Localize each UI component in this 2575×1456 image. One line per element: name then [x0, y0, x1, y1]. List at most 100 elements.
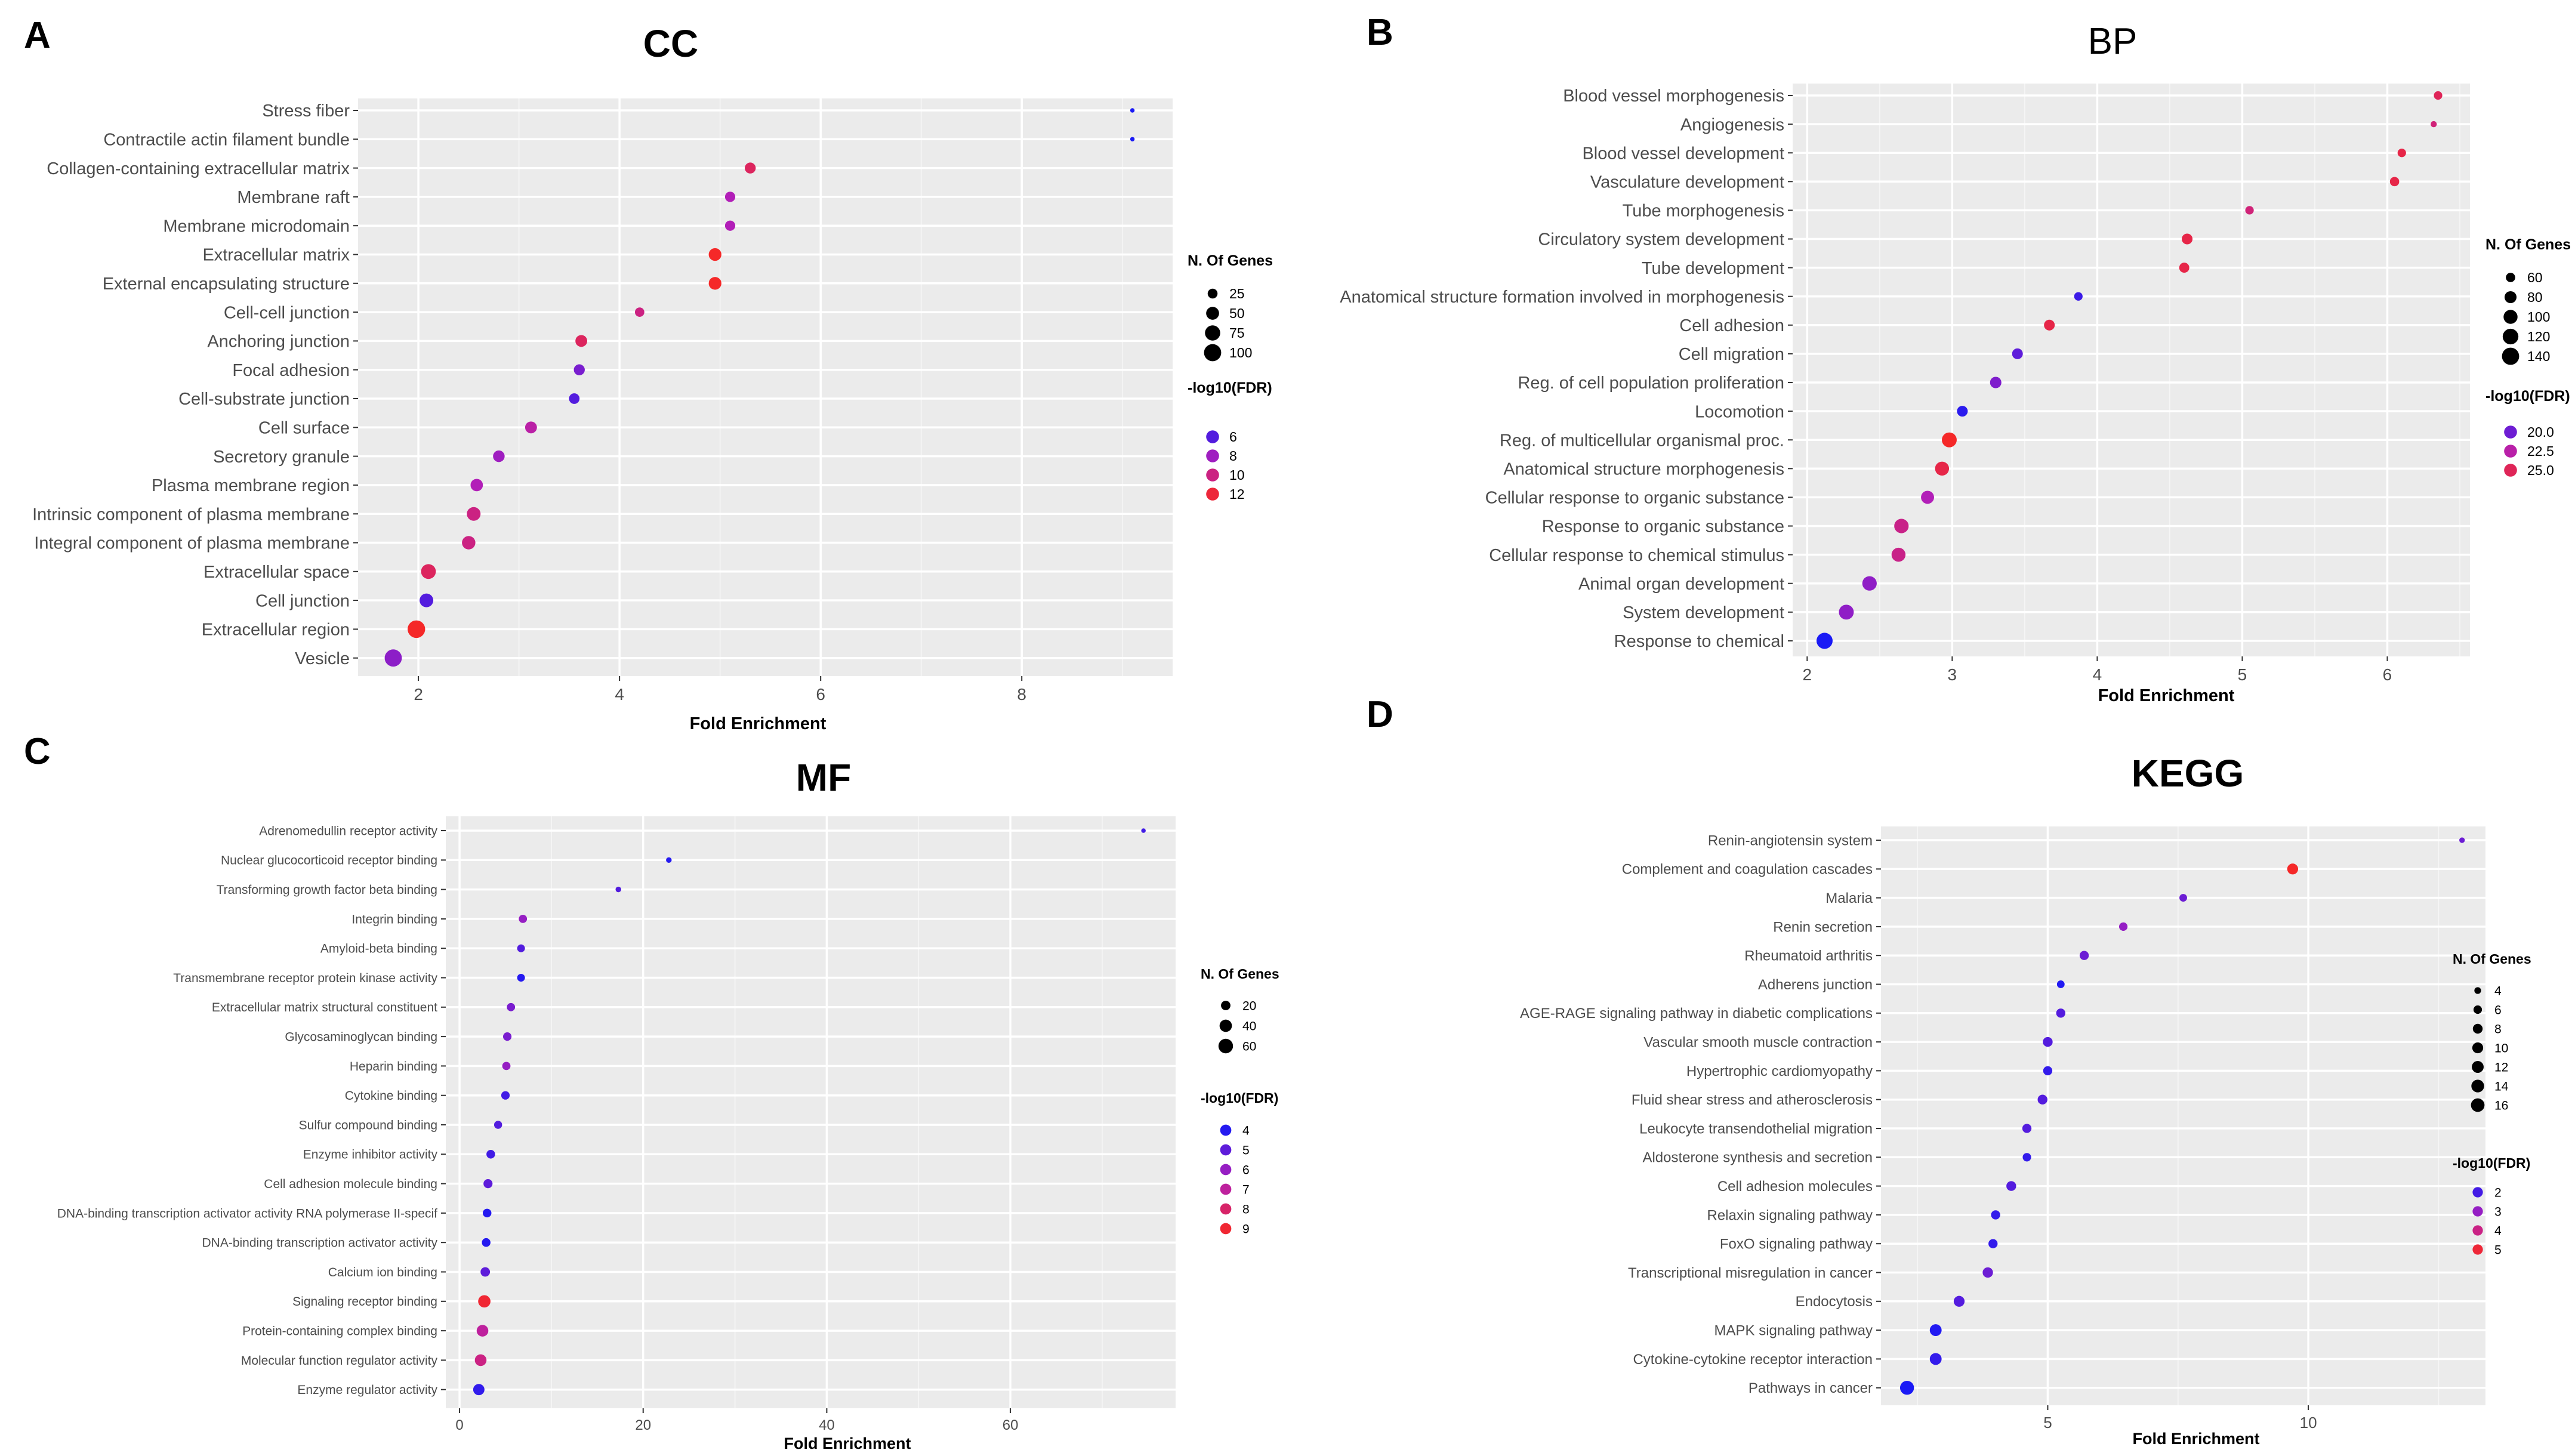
legend-size-title: N. Of Genes	[1188, 252, 1273, 269]
category-label: Vesicle	[295, 649, 350, 668]
category-label: Amyloid-beta binding	[320, 942, 437, 956]
x-tick-label: 40	[819, 1417, 835, 1433]
category-label: Cellular response to organic substance	[1485, 489, 1784, 508]
legend-color-title: -log10(FDR)	[1201, 1090, 1278, 1106]
data-point	[462, 536, 476, 550]
category-label: Aldosterone synthesis and secretion	[1642, 1150, 1873, 1166]
plot-background	[1793, 84, 2470, 656]
panel-B: B BP 2 3 4 5 6 Blood vessel morphogenesis Angiog…	[1340, 12, 2571, 705]
category-label: Molecular function regulator activity	[241, 1354, 438, 1368]
category-label: Anatomical structure morphogenesis	[1503, 459, 1784, 479]
data-point	[2397, 149, 2406, 158]
legend-size-label: 4	[2494, 984, 2502, 998]
legend-color-key	[2504, 425, 2517, 439]
x-axis-title: Fold Enrichment	[690, 714, 827, 733]
legend-size-label: 6	[2494, 1003, 2502, 1017]
data-point	[507, 1002, 516, 1011]
data-point	[2043, 1037, 2053, 1047]
legend-size-title: N. Of Genes	[1201, 966, 1279, 982]
legend-color-label: 5	[2494, 1243, 2502, 1257]
legend-color-label: 4	[1242, 1124, 1250, 1137]
data-point	[573, 364, 585, 375]
data-point	[474, 1354, 487, 1366]
legend-color-key	[1220, 1164, 1232, 1176]
data-point	[473, 1384, 485, 1396]
x-tick-label: 2	[414, 685, 423, 704]
x-tick-label: 4	[615, 685, 624, 704]
category-label: Cellular response to chemical stimulus	[1489, 546, 1784, 565]
category-label: Integrin binding	[351, 912, 437, 926]
data-point	[2079, 951, 2089, 960]
legend-size-key	[1207, 288, 1218, 299]
data-point	[2245, 206, 2254, 215]
legend-color-label: 25.0	[2527, 462, 2554, 478]
category-label: Cell-cell junction	[224, 303, 350, 322]
legend-color-label: 3	[2494, 1205, 2502, 1219]
legend-size-title: N. Of Genes	[2453, 951, 2531, 967]
data-point	[1991, 1210, 2000, 1220]
category-label: Cell-substrate junction	[178, 390, 350, 409]
legend-size-key	[2506, 273, 2515, 282]
data-point	[1816, 633, 1833, 649]
legend-color-label: 8	[1229, 448, 1237, 464]
legend-color-label: 22.5	[2527, 443, 2554, 459]
legend-color-label: 9	[1242, 1222, 1250, 1236]
legend-size-key	[2471, 1079, 2484, 1093]
x-tick-label: 2	[1803, 665, 1812, 684]
category-label: Pathways in cancer	[1748, 1380, 1873, 1396]
legend-color-key	[1220, 1203, 1232, 1215]
legend-size-label: 10	[2494, 1041, 2508, 1055]
data-point	[634, 307, 644, 317]
category-label: Cell adhesion molecule binding	[264, 1177, 437, 1191]
category-label: Transmembrane receptor protein kinase ac…	[173, 971, 437, 985]
category-label: Cell adhesion molecules	[1717, 1179, 1873, 1195]
legend-color-label: 4	[2494, 1224, 2502, 1238]
legend-color-label: 6	[1242, 1163, 1250, 1177]
legend-color-key	[2504, 445, 2517, 458]
x-axis-title: Fold Enrichment	[2098, 686, 2235, 705]
data-point	[1942, 432, 1957, 448]
legend-color-key	[1206, 430, 1219, 443]
legend-size-title: N. Of Genes	[2485, 236, 2571, 253]
data-point	[1899, 1381, 1914, 1395]
data-point	[408, 620, 425, 638]
panel-C: C MF 0 20 40 60 Adrenomedullin receptor activi…	[24, 731, 1279, 1452]
category-label: Heparin binding	[350, 1060, 437, 1074]
panel-title: KEGG	[2132, 752, 2244, 795]
plot-background	[358, 98, 1173, 676]
legend-size-key	[1218, 1038, 1233, 1054]
data-point	[2459, 837, 2465, 843]
data-point	[467, 507, 481, 521]
legend-size-key	[2503, 310, 2518, 324]
panel-title: CC	[643, 22, 698, 65]
category-label: Blood vessel development	[1582, 144, 1784, 163]
category-label: DNA-binding transcription activator acti…	[57, 1207, 437, 1220]
category-label: Calcium ion binding	[328, 1266, 437, 1279]
panel-letter: B	[1367, 12, 1393, 53]
legend-color-key	[1220, 1223, 1232, 1235]
category-label: Extracellular matrix structural constitu…	[212, 1001, 437, 1014]
legend-color-label: 20.0	[2527, 424, 2554, 440]
category-label: Secretory granule	[213, 448, 350, 467]
category-label: Anchoring junction	[207, 332, 350, 351]
category-label: Hypertrophic cardiomyopathy	[1686, 1063, 1873, 1079]
category-label: Extracellular region	[202, 621, 350, 640]
legend-size-label: 60	[2527, 270, 2543, 285]
category-label: Transcriptional misregulation in cancer	[1628, 1265, 1873, 1281]
category-label: Animal organ development	[1578, 575, 1784, 594]
data-point	[724, 220, 736, 231]
panel-letter: A	[24, 15, 51, 56]
legend-color-key	[1206, 468, 1219, 482]
panel-A: A CC 2 4 6 8 Stress fiber Contractile actin fil…	[24, 15, 1273, 733]
data-point	[708, 248, 721, 261]
x-tick-label: 3	[1948, 665, 1957, 684]
legend-size-key	[2471, 1098, 2485, 1112]
legend-size-key	[2472, 1061, 2484, 1073]
category-label: Anatomical structure formation involved …	[1340, 288, 1784, 307]
data-point	[2287, 863, 2299, 875]
data-point	[745, 162, 756, 174]
data-point	[2074, 292, 2083, 301]
legend-size-key	[2472, 1042, 2484, 1054]
x-tick-label: 10	[2300, 1414, 2317, 1432]
